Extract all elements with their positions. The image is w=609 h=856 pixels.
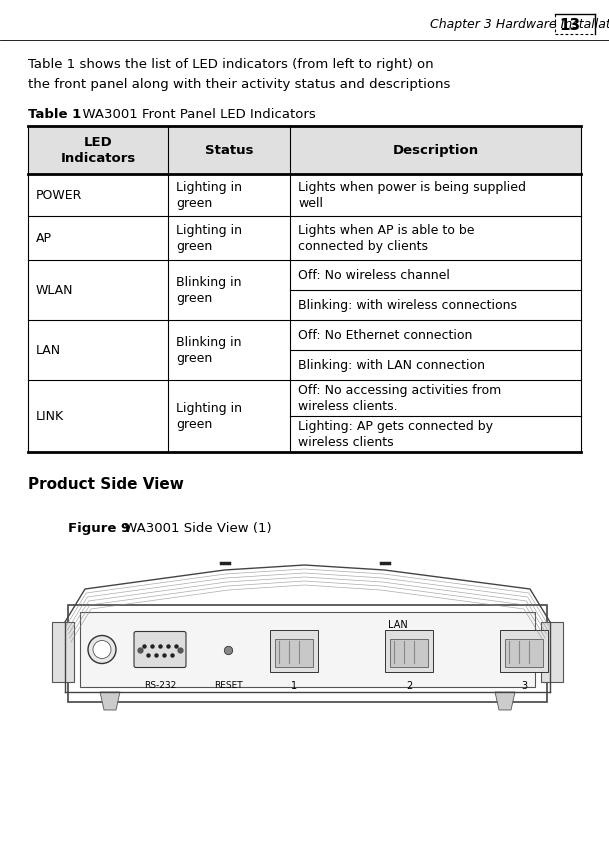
Text: Lighting in
green: Lighting in green	[176, 223, 242, 253]
Text: Blinking in
green: Blinking in green	[176, 336, 242, 365]
Bar	[385, 630, 433, 672]
Text: Chapter 3 Hardware Installation: Chapter 3 Hardware Installation	[430, 18, 609, 31]
Bar	[80, 612, 535, 687]
Text: Figure 9: Figure 9	[68, 522, 130, 535]
Text: the front panel along with their activity status and descriptions: the front panel along with their activit…	[28, 78, 451, 91]
Text: Lighting in
green: Lighting in green	[176, 181, 242, 210]
Polygon shape	[100, 692, 120, 710]
Text: Description: Description	[392, 144, 479, 157]
Text: 1: 1	[291, 681, 297, 691]
Text: Blinking: with LAN connection: Blinking: with LAN connection	[298, 359, 485, 372]
Bar	[52, 622, 74, 682]
Text: 3: 3	[521, 681, 527, 691]
Text: AP: AP	[36, 231, 52, 245]
Text: Status: Status	[205, 144, 253, 157]
Text: Lighting in
green: Lighting in green	[176, 401, 242, 431]
Bar	[68, 605, 547, 702]
Text: LED
Indicators: LED Indicators	[60, 135, 136, 164]
Bar	[541, 622, 563, 682]
Text: LAN: LAN	[387, 620, 407, 630]
Circle shape	[88, 635, 116, 663]
Text: Off: No wireless channel: Off: No wireless channel	[298, 269, 450, 282]
Bar	[390, 639, 428, 667]
Bar	[275, 639, 313, 667]
Text: Lights when power is being supplied
well: Lights when power is being supplied well	[298, 181, 526, 210]
Text: 2: 2	[406, 681, 412, 691]
Bar	[270, 630, 318, 672]
Text: 13: 13	[560, 18, 580, 33]
Bar	[505, 639, 543, 667]
Text: RS-232: RS-232	[144, 681, 176, 690]
Text: Blinking: with wireless connections: Blinking: with wireless connections	[298, 299, 517, 312]
Polygon shape	[495, 692, 515, 710]
Text: LINK: LINK	[36, 409, 64, 423]
Text: Lighting: AP gets connected by
wireless clients: Lighting: AP gets connected by wireless …	[298, 419, 493, 449]
Text: Lights when AP is able to be
connected by clients: Lights when AP is able to be connected b…	[298, 223, 474, 253]
Text: Table 1 shows the list of LED indicators (from left to right) on: Table 1 shows the list of LED indicators…	[28, 58, 434, 71]
Text: WA3001 Front Panel LED Indicators: WA3001 Front Panel LED Indicators	[74, 108, 315, 121]
Text: Off: No Ethernet connection: Off: No Ethernet connection	[298, 329, 473, 342]
Bar	[28, 126, 581, 174]
Text: Table 1: Table 1	[28, 108, 81, 121]
Text: RESET: RESET	[214, 681, 242, 690]
Text: LAN: LAN	[36, 343, 61, 356]
Text: POWER: POWER	[36, 188, 82, 201]
Text: WLAN: WLAN	[36, 283, 74, 296]
Bar	[500, 630, 548, 672]
Text: Off: No accessing activities from
wireless clients.: Off: No accessing activities from wirele…	[298, 383, 501, 413]
FancyBboxPatch shape	[134, 632, 186, 668]
Text: WA3001 Side View (1): WA3001 Side View (1)	[120, 522, 272, 535]
Circle shape	[93, 640, 111, 658]
Text: Blinking in
green: Blinking in green	[176, 276, 242, 305]
Text: Product Side View: Product Side View	[28, 477, 184, 492]
